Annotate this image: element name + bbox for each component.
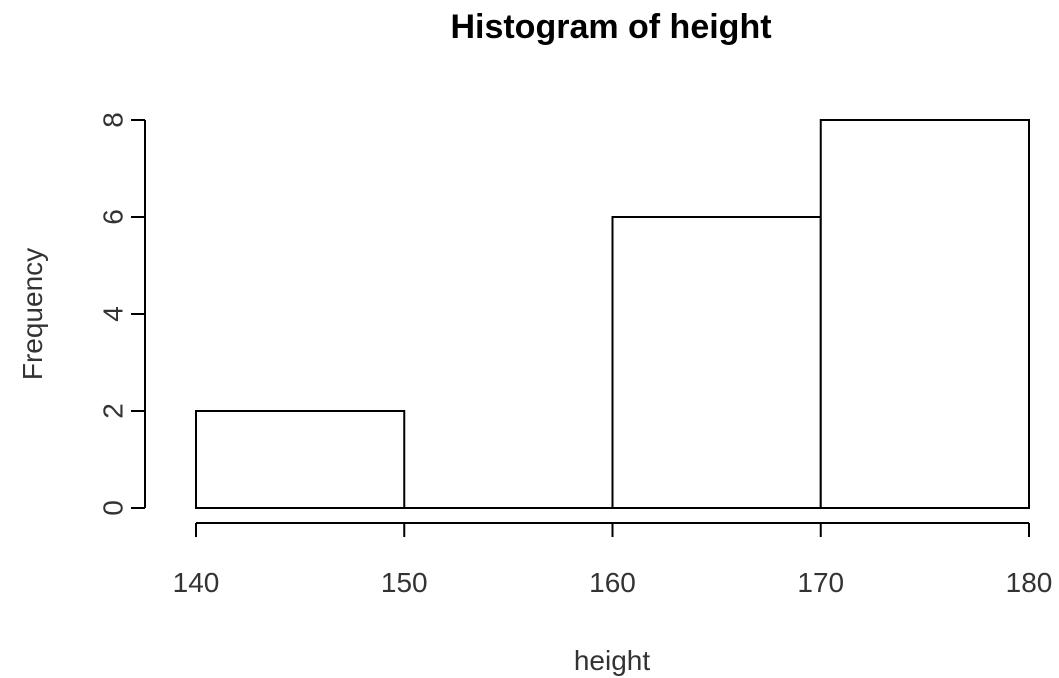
y-tick-label-1: 2 <box>98 403 129 419</box>
chart-title: Histogram of height <box>450 8 771 46</box>
y-tick-label-2: 4 <box>98 306 129 322</box>
histogram-bar-3 <box>819 119 1030 509</box>
x-tick-label-2: 160 <box>589 567 636 598</box>
y-axis: 0 2 4 6 8 <box>98 112 146 516</box>
x-tick-label-3: 170 <box>797 567 844 598</box>
y-tick-label-3: 6 <box>98 209 129 225</box>
histogram-bar-2 <box>611 216 822 509</box>
x-tick-label-4: 180 <box>1006 567 1053 598</box>
histogram-bar-0 <box>195 410 406 509</box>
x-axis: 140 150 160 170 180 <box>173 522 1053 598</box>
bars-group <box>195 119 1030 509</box>
y-axis-label: Frequency <box>17 248 48 380</box>
y-tick-label-0: 0 <box>98 500 129 516</box>
x-tick-label-1: 150 <box>381 567 428 598</box>
y-tick-label-4: 8 <box>98 112 129 128</box>
x-axis-label: height <box>574 645 651 676</box>
x-tick-label-0: 140 <box>173 567 220 598</box>
